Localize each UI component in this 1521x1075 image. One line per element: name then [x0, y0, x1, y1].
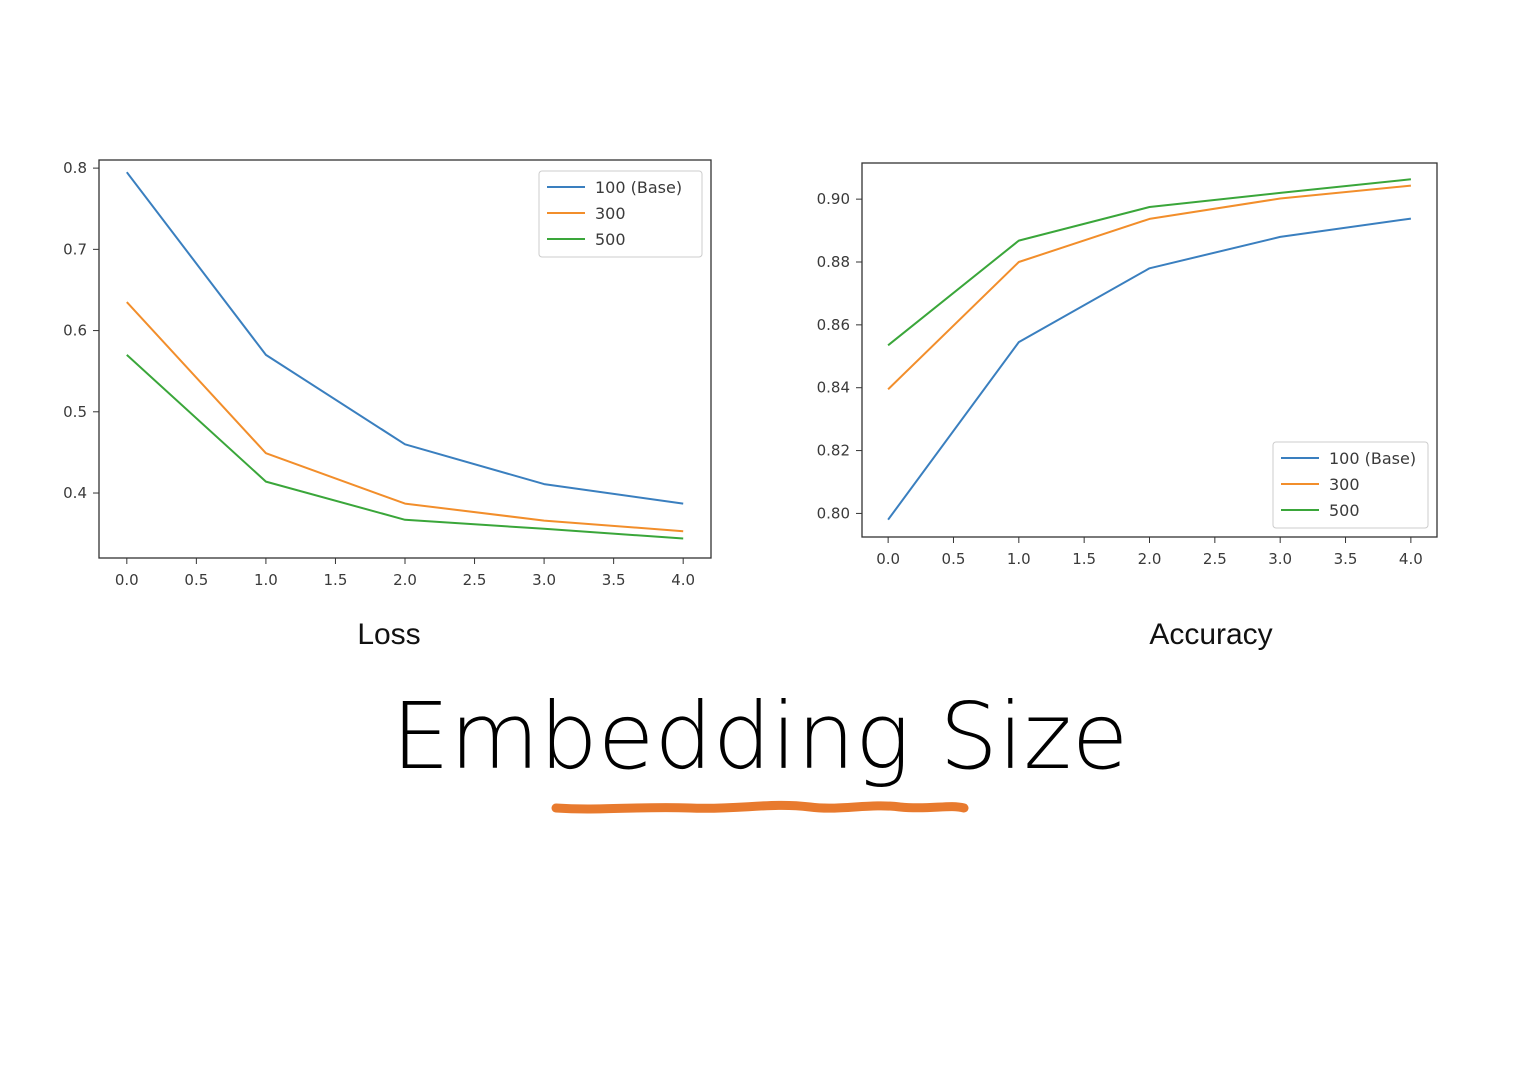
accuracy-chart: 0.0 0.5 1.0 1.5 2.0 2.5 3.0 3.5 4.0 0.80 0.82 0.84 0… [817, 162, 1438, 568]
loss-chart-caption: Loss [357, 618, 420, 651]
y-tick-label: 0.6 [63, 322, 87, 340]
x-tick-label: 0.0 [115, 571, 139, 589]
x-tick-label: 4.0 [671, 571, 695, 589]
series-line-300 [887, 184, 1411, 391]
y-tick-label: 0.90 [817, 190, 850, 208]
legend-label: 500 [1329, 501, 1360, 520]
slide-title: Embedding Size [392, 683, 1129, 790]
x-tick-label: 1.5 [1072, 550, 1096, 568]
x-tick-label: 1.0 [254, 571, 278, 589]
y-tick-label: 0.82 [817, 442, 850, 460]
legend-box [538, 170, 703, 258]
x-tick-label: 0.0 [876, 550, 900, 568]
x-tick-label: 3.5 [602, 571, 626, 589]
y-tick-label: 0.88 [817, 253, 850, 271]
x-tick-label: 0.5 [184, 571, 208, 589]
legend-label: 300 [595, 204, 626, 223]
y-tick-label: 0.8 [63, 159, 87, 177]
series-line-500 [126, 354, 684, 540]
x-tick-label: 3.0 [532, 571, 556, 589]
y-tick-label: 0.5 [63, 403, 87, 421]
x-tick-label: 2.5 [463, 571, 487, 589]
x-tick-label: 0.5 [942, 550, 966, 568]
x-tick-label: 3.0 [1268, 550, 1292, 568]
legend: 100 (Base) 300 500 [538, 170, 703, 258]
series-line-100-base [887, 217, 1412, 521]
series-line-300 [126, 301, 684, 533]
x-tick-label: 1.0 [1007, 550, 1031, 568]
legend-label: 500 [595, 230, 626, 249]
x-tick-label: 3.5 [1334, 550, 1358, 568]
y-tick-label: 0.86 [817, 316, 850, 334]
x-tick-label: 2.5 [1203, 550, 1227, 568]
legend-label: 100 (Base) [595, 178, 682, 197]
y-tick-label: 0.7 [63, 240, 87, 258]
accuracy-chart-caption: Accuracy [1149, 618, 1272, 651]
series-line-100-base [126, 171, 684, 505]
x-tick-label: 1.5 [324, 571, 348, 589]
legend-label: 300 [1329, 475, 1360, 494]
legend: 100 (Base) 300 500 [1272, 441, 1429, 529]
legend-label: 100 (Base) [1329, 449, 1416, 468]
y-tick-label: 0.4 [63, 484, 87, 502]
title-underline-stroke [551, 800, 969, 814]
loss-chart: 0.0 0.5 1.0 1.5 2.0 2.5 3.0 3.5 4.0 0.4 0.5 0.6 0.7 0… [63, 159, 712, 589]
y-tick-label: 0.84 [817, 379, 850, 397]
x-tick-label: 2.0 [1138, 550, 1162, 568]
x-tick-label: 4.0 [1399, 550, 1423, 568]
y-tick-label: 0.80 [817, 504, 850, 522]
x-tick-label: 2.0 [393, 571, 417, 589]
legend-box [1272, 441, 1429, 529]
series-line-500 [887, 178, 1412, 347]
